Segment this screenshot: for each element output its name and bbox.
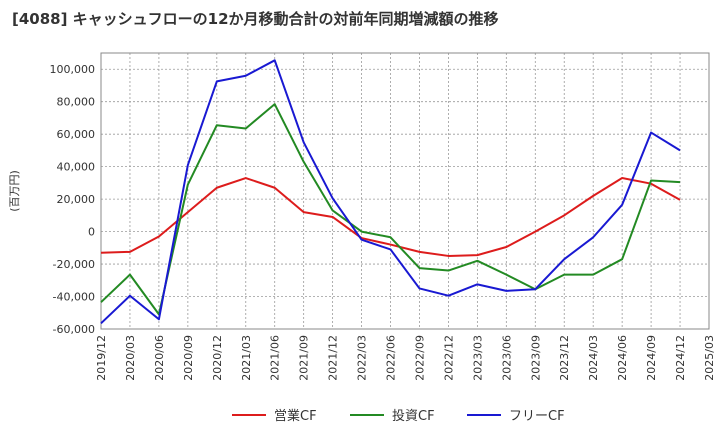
- y-axis-label: (百万円): [8, 170, 21, 212]
- y-tick-label: 100,000: [50, 63, 96, 76]
- x-tick-label: 2022/03: [356, 335, 369, 381]
- x-tick-label: 2024/12: [674, 335, 687, 381]
- x-tick-label: 2020/12: [211, 335, 224, 381]
- series-line: [100, 177, 681, 257]
- x-tick-label: 2020/06: [153, 335, 166, 381]
- x-tick-label: 2020/09: [182, 335, 195, 381]
- legend-label: 投資CF: [392, 408, 435, 424]
- x-tick-label: 2024/06: [616, 335, 629, 381]
- series-lines: [100, 59, 681, 325]
- x-tick-label: 2021/09: [298, 335, 311, 381]
- x-tick-label: 2024/09: [645, 335, 658, 381]
- y-tick-label: 20,000: [57, 193, 96, 206]
- y-tick-label: -20,000: [53, 258, 95, 271]
- legend-label: 営業CF: [274, 408, 317, 424]
- plot-frame: [100, 52, 710, 330]
- x-tick-label: 2019/12: [95, 335, 108, 381]
- x-tick-label: 2024/03: [587, 335, 600, 381]
- y-tick-label: 40,000: [57, 161, 96, 174]
- x-tick-label: 2021/03: [240, 335, 253, 381]
- x-tick-label: 2023/03: [471, 335, 484, 381]
- series-line: [100, 59, 681, 325]
- axes: 100,000 80,000 60,000 40,000 20,000 0 -20,000 -…: [8, 52, 716, 381]
- x-tick-label: 2021/12: [327, 335, 340, 381]
- x-tick-label: 2025/03: [703, 335, 716, 381]
- y-tick-label: -60,000: [53, 323, 95, 336]
- y-tick-label: 60,000: [57, 128, 96, 141]
- x-tick-label: 2021/06: [269, 335, 282, 381]
- series-line: [100, 103, 681, 316]
- legend: 営業CF 投資CF フリーCF: [232, 408, 565, 424]
- x-tick-label: 2023/12: [558, 335, 571, 381]
- y-tick-label: -40,000: [53, 291, 95, 304]
- x-tick-label: 2020/03: [124, 335, 137, 381]
- x-tick-label: 2022/06: [385, 335, 398, 381]
- x-tick-label: 2022/12: [442, 335, 455, 381]
- x-tick-label: 2023/06: [500, 335, 513, 381]
- y-tick-label: 80,000: [57, 96, 96, 109]
- legend-label: フリーCF: [509, 409, 565, 424]
- chart-title: [4088] キャッシュフローの12か月移動合計の対前年同期増減額の推移: [12, 10, 499, 28]
- x-tick-label: 2022/09: [413, 335, 426, 381]
- x-tick-label: 2023/09: [529, 335, 542, 381]
- y-tick-label: 0: [88, 226, 95, 239]
- grid-lines: [100, 52, 710, 330]
